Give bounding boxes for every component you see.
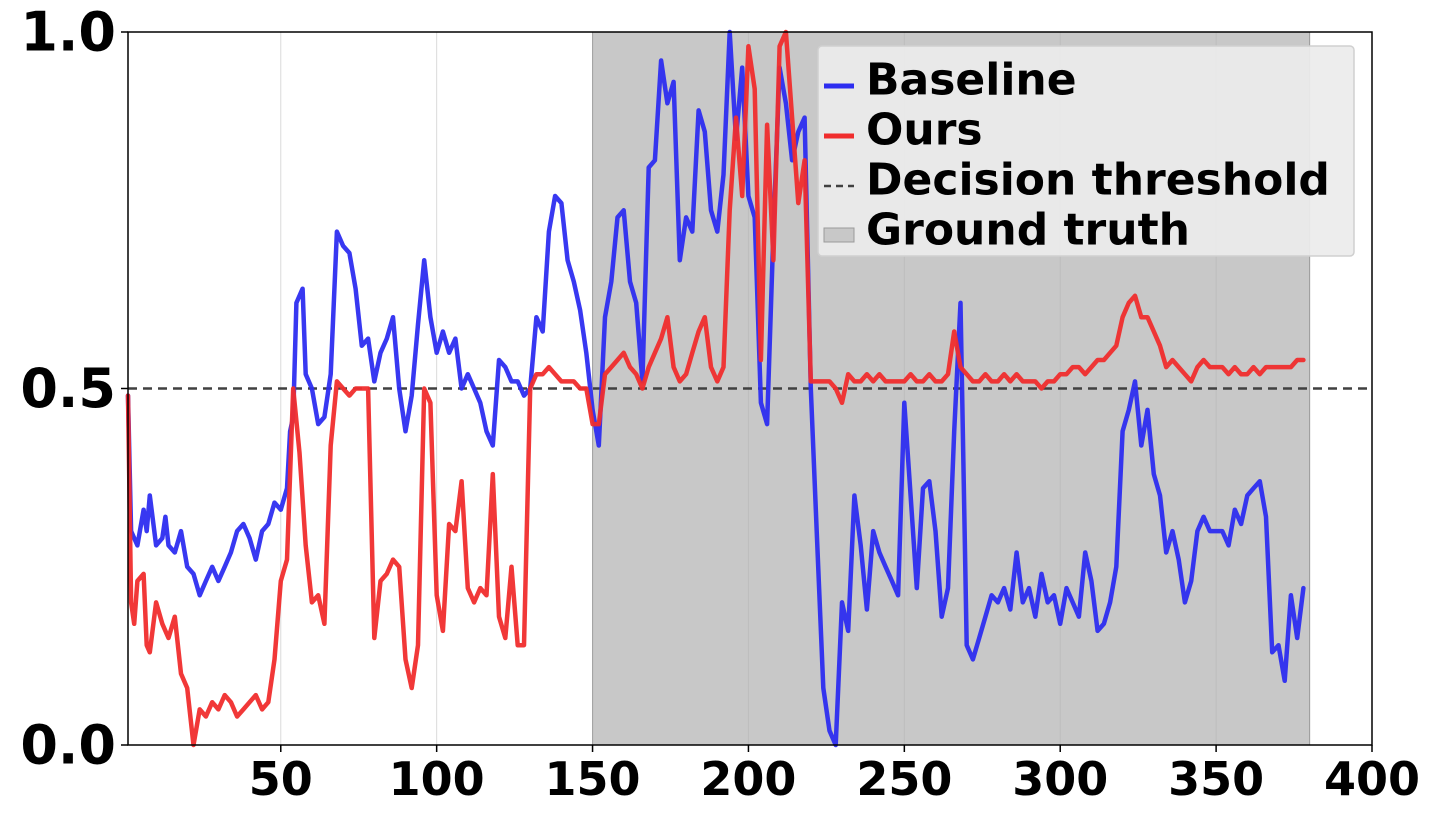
- x-tick-label: 50: [249, 752, 313, 806]
- x-tick-label: 200: [700, 752, 796, 806]
- y-tick-label: 0.5: [20, 357, 116, 420]
- legend-ground-truth-swatch: [823, 227, 855, 243]
- y-tick-label: 1.0: [20, 1, 116, 64]
- legend-decision-threshold-label: Decision threshold: [866, 155, 1330, 206]
- x-tick-label: 150: [545, 752, 641, 806]
- legend-baseline-label: Baseline: [866, 55, 1077, 106]
- series-line-baseline: [125, 29, 1306, 748]
- legend-ground-truth-label: Ground truth: [866, 205, 1190, 256]
- x-tick-label: 350: [1168, 752, 1264, 806]
- tick-layer: 50 100 150 200 250 300 350 400 0.0 0.5 1.0: [20, 1, 1420, 807]
- x-tick-label: 250: [856, 752, 952, 806]
- legend-ours-label: Ours: [866, 105, 983, 156]
- series-line-ours: [125, 29, 1306, 748]
- series-layer: [125, 29, 1306, 748]
- legend-box: [817, 45, 1355, 257]
- y-tick-label: 0.0: [20, 714, 116, 777]
- x-tick-label: 400: [1324, 752, 1420, 806]
- x-tick-label: 100: [389, 752, 485, 806]
- x-tick-label: 300: [1012, 752, 1108, 806]
